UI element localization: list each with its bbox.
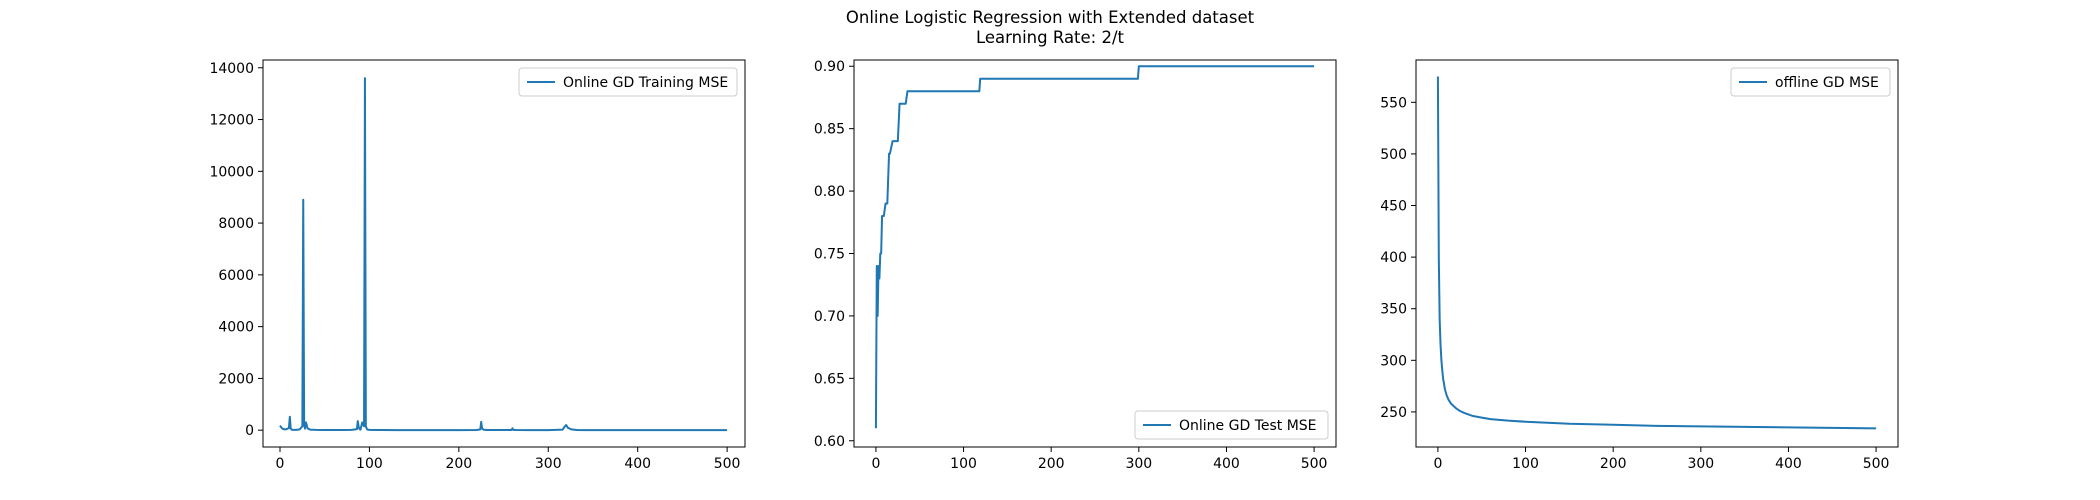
x-tick-label: 100 [1512,456,1539,472]
figure-title-line2: Learning Rate: 2/t [975,28,1125,47]
y-tick-label: 550 [1380,95,1407,111]
y-tick-label: 2000 [218,371,254,387]
legend-label: Online GD Test MSE [1179,418,1317,434]
legend-box [1134,410,1329,440]
figure-title-line1: Online Logistic Regression with Extended… [845,8,1255,27]
axes-frame [262,59,746,448]
x-tick-label: 400 [624,456,651,472]
x-tick-label: 200 [445,456,472,472]
legend-label: offline GD MSE [1775,75,1879,91]
legend-label: Online GD Training MSE [563,75,728,91]
y-tick-label: 300 [1380,353,1407,369]
y-tick-label: 250 [1380,405,1407,421]
offline-mse-chart: 0 100 200 300 400 500 250 300 350 400 450 500 550 off… [1380,59,1899,472]
test-mse-chart: 0 100 200 300 400 500 0.60 0.65 0.70 0.75 0.80 0.85… [814,59,1337,472]
y-tick-label: 0.80 [814,184,845,200]
y-tick-label: 8000 [218,216,254,232]
x-tick-label: 400 [1775,456,1802,472]
x-tick-label: 0 [276,456,285,472]
axes-frame [853,59,1337,448]
y-tick-label: 4000 [218,320,254,336]
x-tick-label: 100 [356,456,383,472]
x-tick-label: 500 [1863,456,1890,472]
training-mse-chart: 0 100 200 300 400 500 0 2000 4000 6000 8000 10000 12… [209,59,746,472]
y-tick-label: 12000 [209,113,254,129]
y-tick-label: 0.75 [814,247,845,263]
x-tick-label: 300 [1687,456,1714,472]
x-tick-label: 500 [1301,456,1328,472]
legend-box [518,67,738,97]
x-tick-label: 400 [1213,456,1240,472]
y-tick-label: 350 [1380,302,1407,318]
y-tick-label: 0.85 [814,122,845,138]
y-tick-label: 500 [1380,147,1407,163]
y-tick-label: 0.70 [814,309,845,325]
x-tick-label: 300 [535,456,562,472]
series-line [279,77,728,432]
y-tick-label: 450 [1380,199,1407,215]
x-tick-label: 200 [1038,456,1065,472]
y-tick-label: 0.65 [814,371,845,387]
legend-box [1730,67,1891,97]
axes-frame [1415,59,1899,448]
x-tick-label: 100 [950,456,977,472]
y-tick-label: 0 [245,423,254,439]
x-tick-label: 500 [714,456,741,472]
x-tick-label: 0 [871,456,880,472]
y-tick-label: 14000 [209,61,254,77]
series-line [874,65,1315,429]
y-tick-label: 0.90 [814,59,845,75]
x-tick-label: 300 [1125,456,1152,472]
y-tick-label: 6000 [218,268,254,284]
y-tick-label: 10000 [209,164,254,180]
y-tick-label: 400 [1380,250,1407,266]
y-tick-label: 0.60 [814,434,845,450]
series-line [1436,76,1877,430]
x-tick-label: 200 [1600,456,1627,472]
x-tick-label: 0 [1433,456,1442,472]
